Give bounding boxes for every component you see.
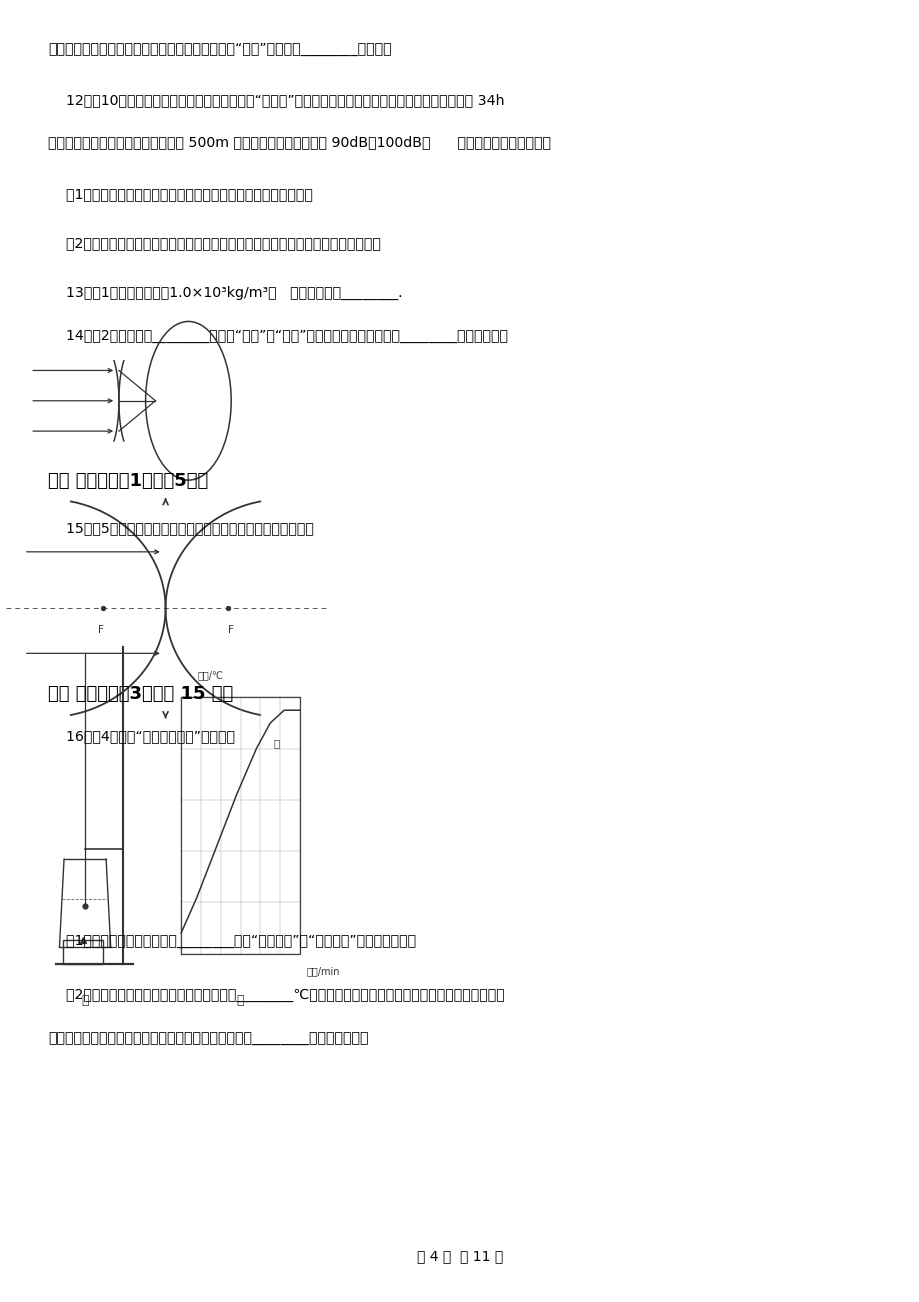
Text: （1）安装实验器材时应按照________（填“自上而下”或“自下而上”）的顺序进行。: （1）安装实验器材时应按照________（填“自上而下”或“自下而上”）的顺序…: [49, 934, 416, 948]
Text: 四、 实验题（共3题；共 15 分）: 四、 实验题（共3题；共 15 分）: [49, 685, 233, 703]
Text: F: F: [227, 625, 233, 635]
Text: 三、 作图题（共1题；共5分）: 三、 作图题（共1题；共5分）: [49, 473, 209, 490]
Text: 13．（1分）水的密度为1.0×10³kg/m³，   其物理意义是________.: 13．（1分）水的密度为1.0×10³kg/m³， 其物理意义是________…: [49, 285, 403, 299]
Text: 的噪声污染，环保监测部门在距该厂 500m 处测得此次噪声的强度为 90dB～100dB．      根据以上资料，试分析：: 的噪声污染，环保监测部门在距该厂 500m 处测得此次噪声的强度为 90dB～1…: [49, 135, 550, 148]
Text: 第 4 页  共 11 页: 第 4 页 共 11 页: [416, 1249, 503, 1263]
Text: F: F: [97, 625, 104, 635]
Text: 14．（2分）如图是________眼（填“近视”或“远视”）看物体示意图，应佩戴________镜进行矫正。: 14．（2分）如图是________眼（填“近视”或“远视”）看物体示意图，应佩…: [49, 329, 508, 344]
Text: 16．（4分）在“探究水的永腾”实验中：: 16．（4分）在“探究水的永腾”实验中：: [49, 729, 235, 742]
Text: 乙中所示，试分析乙组加热至永腾时间较长的可能原因________（一条即可）。: 乙中所示，试分析乙组加热至永腾时间较长的可能原因________（一条即可）。: [49, 1032, 369, 1046]
Text: （2）水永腾时温度计示数如图甲中所示，为________℃。甲、乙两组同学绘制出的温度随时间变化图象如图: （2）水永腾时温度计示数如图甲中所示，为________℃。甲、乙两组同学绘制出…: [49, 988, 505, 1003]
Text: 同时，小丽玩起了模价大雁的手影游戏，墙壁上的“大雁”是由于光________形成的。: 同时，小丽玩起了模价大雁的手影游戏，墙壁上的“大雁”是由于光________形成…: [49, 42, 391, 56]
Text: 温度/℃: 温度/℃: [198, 671, 223, 681]
Text: 乙: 乙: [274, 738, 279, 749]
Text: （1）该厂周围学校的学生、居民区的居民会受到什么样的影响？: （1）该厂周围学校的学生、居民区的居民会受到什么样的影响？: [49, 187, 313, 201]
Text: （2）如果你是该城市的规划设计师，你会采取什么措施来减少噪声对居民的影响？: （2）如果你是该城市的规划设计师，你会采取什么措施来减少噪声对居民的影响？: [49, 236, 381, 250]
Text: 时间/min: 时间/min: [306, 966, 339, 976]
Text: 乙: 乙: [236, 993, 244, 1006]
Text: 15．（5分）请画出入射光线通过凸透镜的折射后的出射光线。: 15．（5分）请画出入射光线通过凸透镜的折射后的出射光线。: [49, 521, 314, 535]
Text: 12．（10分）某省的一座石油化工总厂热电厂“油改煤”工程在实行对一新建炉点火时，发生了累计长达 34h: 12．（10分）某省的一座石油化工总厂热电厂“油改煤”工程在实行对一新建炉点火时…: [49, 94, 505, 108]
Text: 甲: 甲: [81, 993, 89, 1006]
